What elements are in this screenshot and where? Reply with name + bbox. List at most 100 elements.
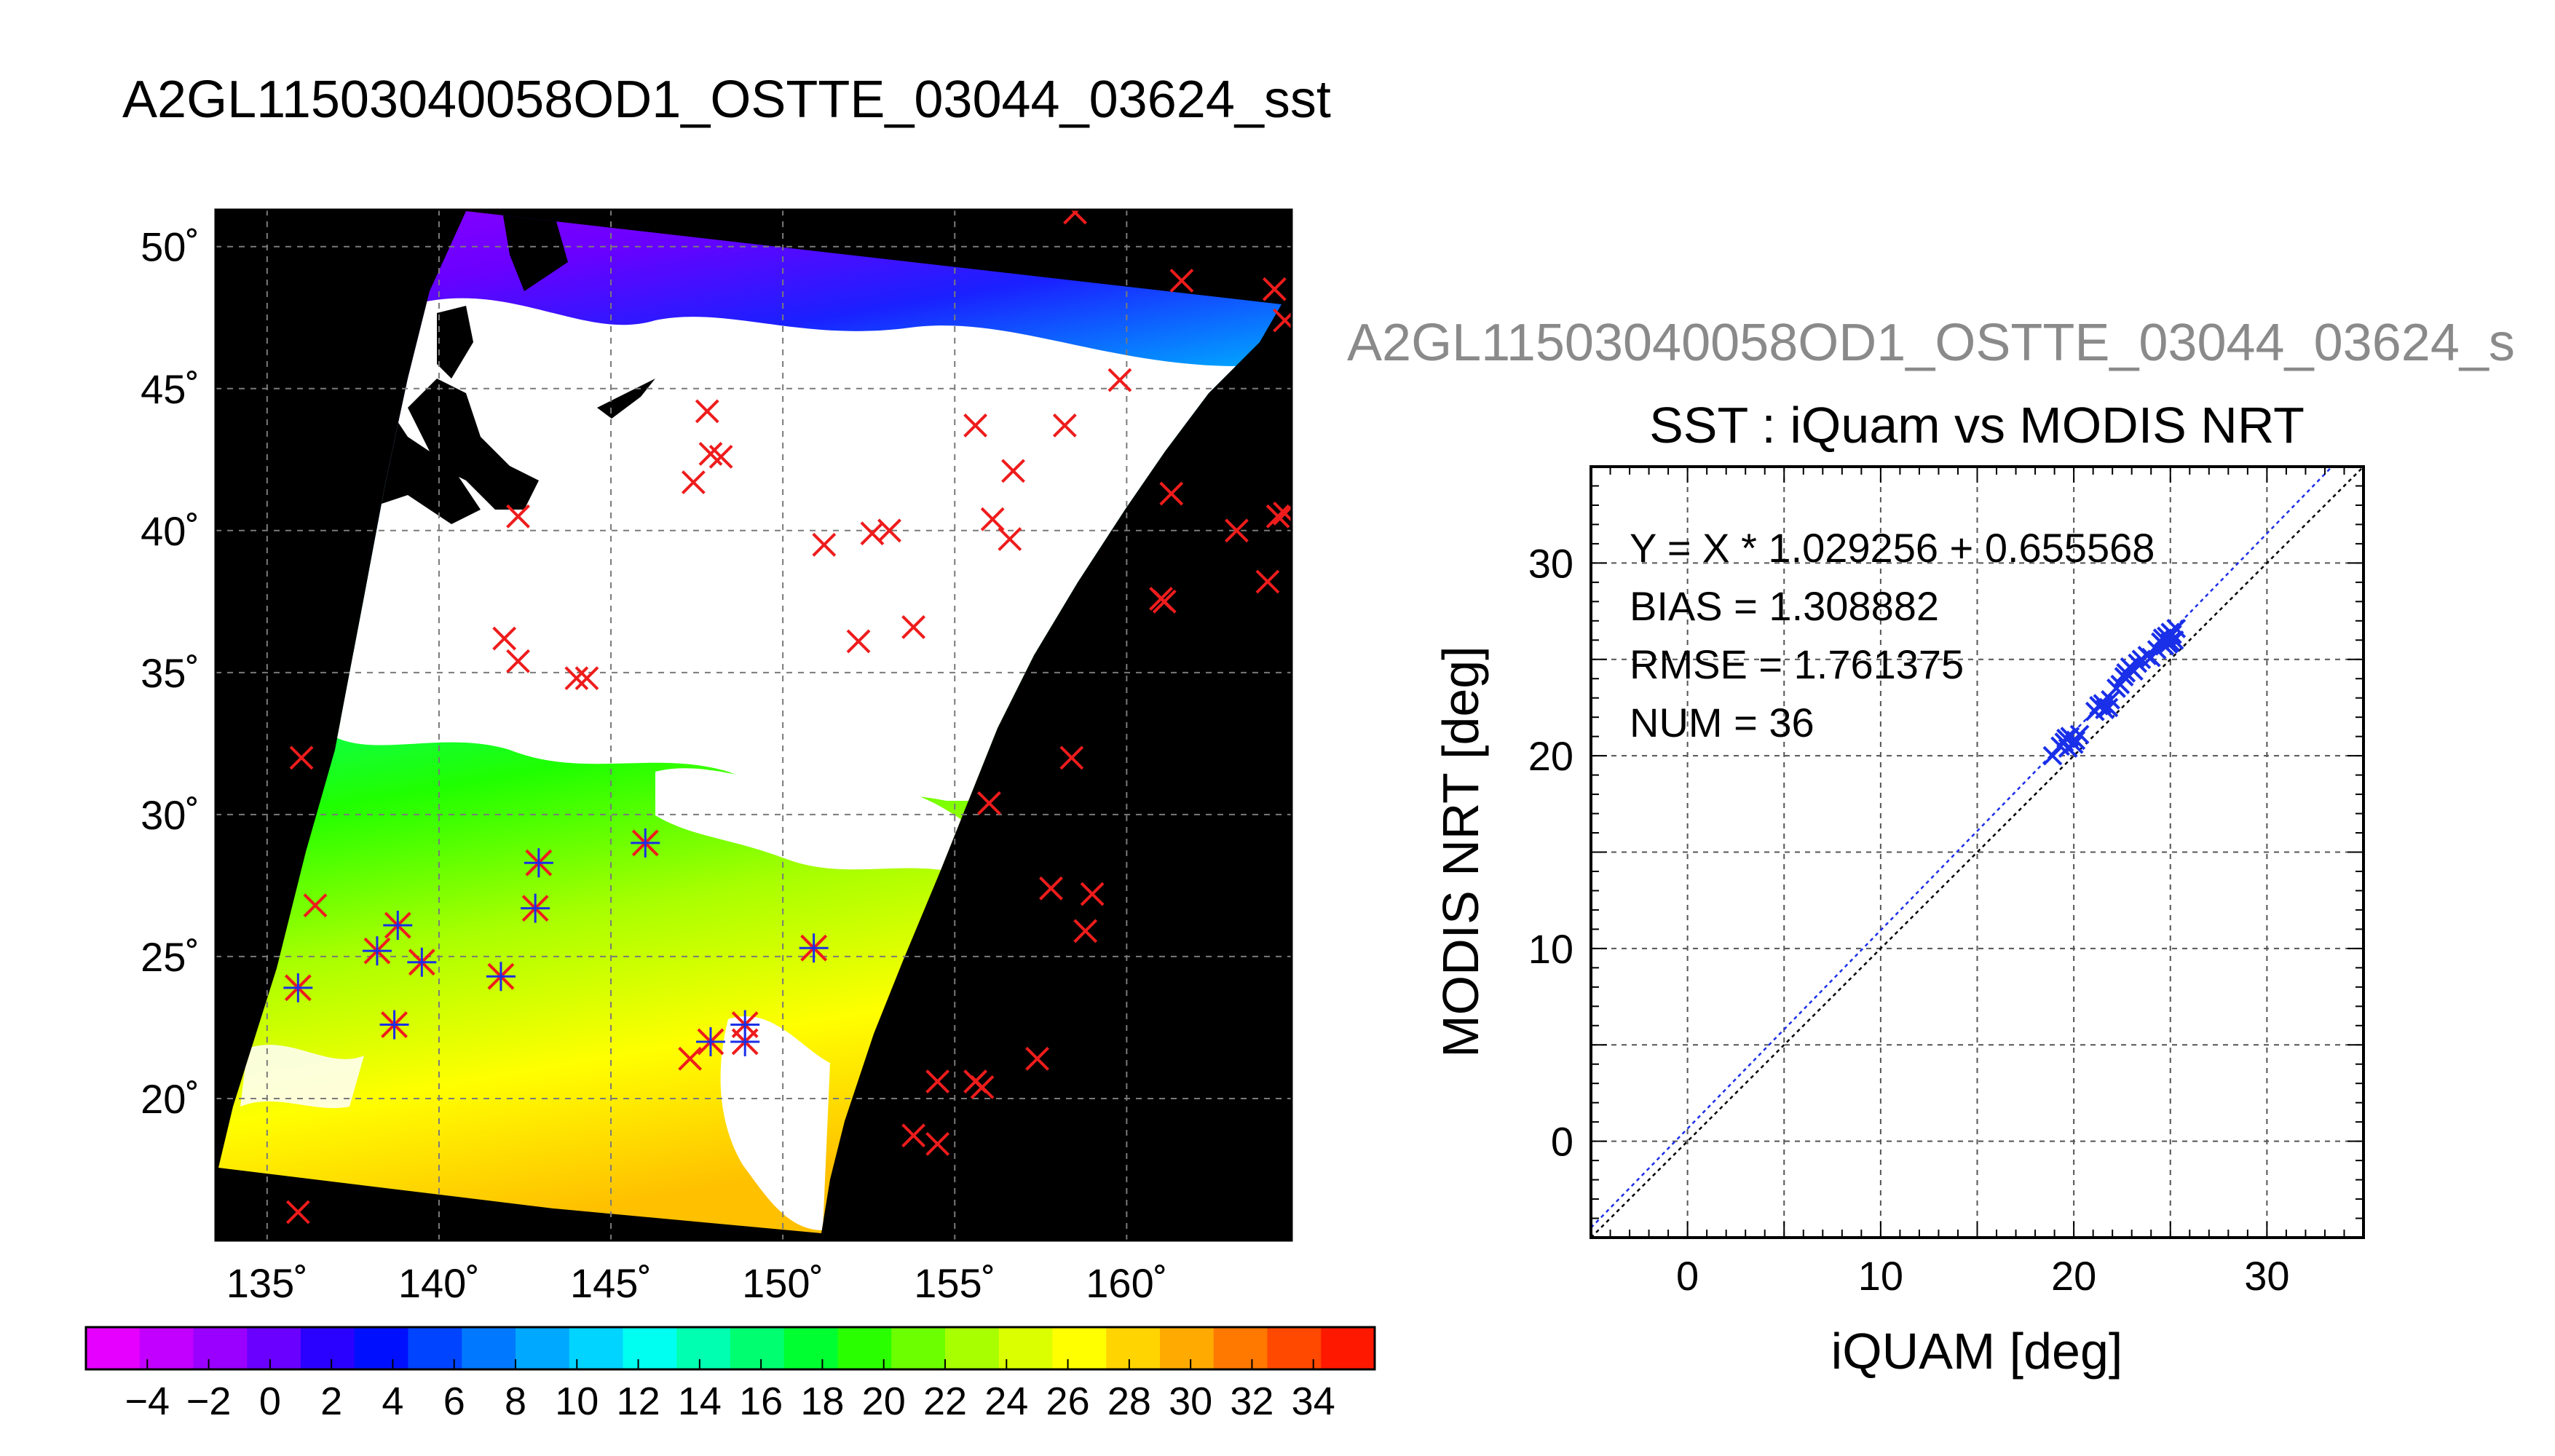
matchup-marker bbox=[383, 911, 413, 941]
colorbar-cell bbox=[408, 1327, 462, 1369]
buoy-marker bbox=[901, 615, 925, 639]
colorbar-tick-label: 16 bbox=[739, 1380, 783, 1423]
map-x-tick-label: 135˚ bbox=[226, 1260, 308, 1306]
scatter-title: SST : iQuam vs MODIS NRT bbox=[1649, 397, 2305, 454]
colorbar-cell bbox=[891, 1327, 946, 1369]
map-y-tick-label: 40˚ bbox=[141, 508, 200, 554]
matchup-marker bbox=[521, 893, 550, 923]
colorbar-tick-label: 14 bbox=[678, 1380, 722, 1423]
scatter-grid bbox=[1591, 467, 2364, 1238]
buoy-marker bbox=[1107, 368, 1132, 392]
buoy-marker bbox=[1159, 481, 1184, 506]
buoy-marker bbox=[1169, 269, 1194, 293]
buoy-marker bbox=[812, 532, 837, 557]
colorbar-cell bbox=[247, 1327, 301, 1369]
map-y-tick-label: 35˚ bbox=[141, 650, 200, 696]
buoy-marker bbox=[1025, 1046, 1049, 1071]
scatter-y-tick-label: 20 bbox=[1528, 733, 1573, 779]
colorbar-tick-label: 6 bbox=[443, 1380, 465, 1423]
regression-equation: Y = X * 1.029256 + 0.655568 bbox=[1630, 525, 2155, 571]
scatter-point bbox=[2054, 732, 2074, 753]
scatter-y-tick-label: 0 bbox=[1551, 1119, 1573, 1165]
buoy-marker bbox=[506, 504, 530, 529]
colorbar-tick-label: 4 bbox=[382, 1380, 403, 1423]
buoy-marker bbox=[1225, 518, 1249, 543]
buoy-marker bbox=[1273, 501, 1292, 526]
buoy-marker bbox=[681, 470, 706, 494]
colorbar-tick-label: 12 bbox=[617, 1380, 660, 1423]
buoy-marker bbox=[492, 626, 517, 651]
buoy-marker bbox=[695, 399, 719, 424]
map-markers bbox=[283, 210, 1292, 1224]
buoy-marker bbox=[303, 893, 328, 918]
buoy-marker bbox=[925, 1131, 950, 1156]
buoy-marker bbox=[970, 1075, 995, 1099]
colorbar-cell bbox=[139, 1327, 194, 1369]
buoy-marker bbox=[877, 518, 901, 543]
bias-stat: BIAS = 1.308882 bbox=[1630, 583, 1939, 629]
colorbar-tick-label: 34 bbox=[1292, 1380, 1335, 1423]
buoy-marker bbox=[1001, 459, 1025, 483]
scatter-points bbox=[2042, 618, 2187, 766]
buoy-marker bbox=[1273, 308, 1292, 333]
scatter-y-axis-label: MODIS NRT [deg] bbox=[1432, 646, 1489, 1057]
colorbar-cell bbox=[1321, 1327, 1375, 1369]
regression-line bbox=[1590, 466, 2333, 1229]
matchup-marker bbox=[379, 1010, 409, 1040]
scatter-point bbox=[2069, 724, 2090, 745]
buoy-marker bbox=[1265, 504, 1290, 529]
colorbar-tick-label: 20 bbox=[862, 1380, 906, 1423]
map-y-tick-label: 30˚ bbox=[141, 792, 200, 838]
buoy-marker bbox=[1262, 277, 1287, 301]
buoy-marker bbox=[1052, 414, 1077, 438]
buoy-marker bbox=[285, 1200, 310, 1224]
colorbar-tick-label: 8 bbox=[505, 1380, 526, 1423]
colorbar-cell bbox=[945, 1327, 1000, 1369]
colorbar-cell bbox=[1106, 1327, 1161, 1369]
colorbar-tick-label: 32 bbox=[1230, 1380, 1273, 1423]
colorbar-cell bbox=[516, 1327, 570, 1369]
buoy-marker bbox=[1039, 876, 1063, 901]
scatter-point bbox=[2085, 701, 2105, 721]
scatter-point bbox=[2160, 632, 2181, 652]
buoy-marker bbox=[1063, 210, 1087, 225]
colorbar-tick-label: 0 bbox=[259, 1380, 281, 1423]
matchup-marker bbox=[524, 848, 553, 878]
figure-title: A2GL11503040058OD1_OSTTE_03044_03624_sst bbox=[122, 71, 1331, 129]
colorbar-tick-label: −4 bbox=[125, 1380, 170, 1423]
num-stat: NUM = 36 bbox=[1630, 700, 1814, 745]
scatter-minor-ticks bbox=[1590, 466, 2364, 1238]
colorbar-cell bbox=[837, 1327, 892, 1369]
colorbar-cell bbox=[193, 1327, 248, 1369]
scatter-x-axis-label: iQUAM [deg] bbox=[1831, 1323, 2123, 1380]
colorbar-tick-label: 22 bbox=[923, 1380, 967, 1423]
buoy-marker bbox=[1080, 882, 1105, 906]
colorbar-cell bbox=[676, 1327, 731, 1369]
map-y-tick-label: 50˚ bbox=[141, 224, 200, 270]
colorbar-cell bbox=[623, 1327, 677, 1369]
colorbar-cell bbox=[1213, 1327, 1268, 1369]
buoy-marker bbox=[925, 1069, 950, 1093]
buoy-marker bbox=[564, 666, 589, 691]
scatter-point bbox=[2166, 618, 2187, 638]
colorbar-tick-label: 28 bbox=[1107, 1380, 1151, 1423]
colorbar-tick-labels: −4 −2 0 2 4 6 8 10 12 14 16 18 20 22 24 26 28 30 32 34 bbox=[125, 1359, 1335, 1423]
colorbar-tick-label: 30 bbox=[1169, 1380, 1212, 1423]
buoy-marker bbox=[846, 629, 871, 654]
map-y-tick-label: 45˚ bbox=[141, 366, 200, 412]
colorbar-cells bbox=[86, 1327, 1375, 1369]
buoy-marker bbox=[1059, 745, 1084, 770]
colorbar-tick-label: 24 bbox=[984, 1380, 1028, 1423]
matchup-marker bbox=[407, 947, 437, 977]
map-x-tick-label: 140˚ bbox=[398, 1260, 480, 1306]
colorbar-cell bbox=[462, 1327, 516, 1369]
matchup-marker bbox=[486, 962, 516, 992]
scatter-lines bbox=[1590, 466, 2364, 1238]
matchup-marker bbox=[283, 973, 313, 1002]
buoy-marker bbox=[998, 527, 1022, 551]
scatter-y-tick-label: 10 bbox=[1528, 926, 1573, 972]
colorbar-cell bbox=[1160, 1327, 1215, 1369]
scatter-x-tick-label: 0 bbox=[1676, 1253, 1699, 1299]
